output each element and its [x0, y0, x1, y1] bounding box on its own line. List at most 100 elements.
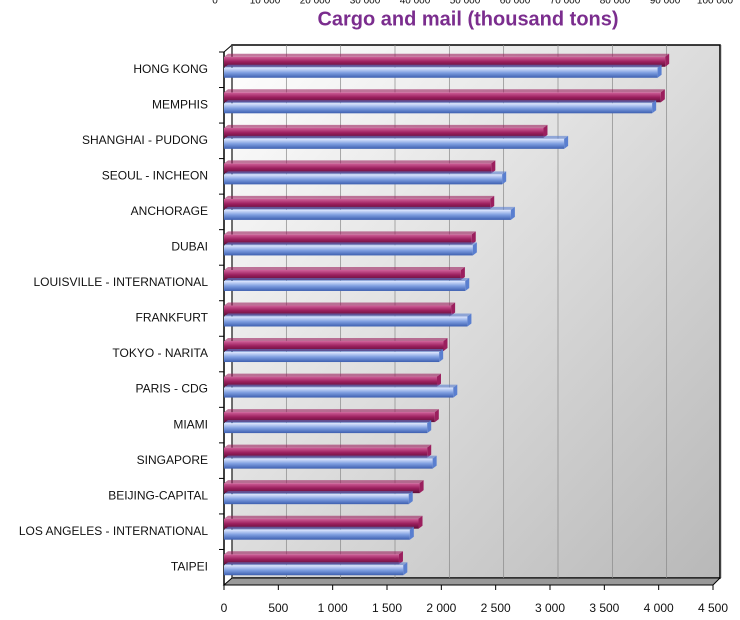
floor [222, 577, 722, 586]
bar-top [224, 420, 432, 424]
bar-end [460, 266, 465, 280]
bar-end [427, 444, 432, 458]
bar-top [224, 100, 657, 104]
bar-top [224, 455, 437, 459]
bar [224, 174, 503, 185]
bar [224, 341, 444, 352]
top-tick-label: 20 000 [300, 0, 331, 7]
bar-end [408, 491, 413, 505]
x-tick-label: 4 500 [698, 601, 728, 615]
bar-top [224, 491, 413, 495]
bar-end [436, 373, 441, 387]
bar [224, 423, 428, 434]
chart-title: Cargo and mail (thousand tons) [317, 8, 618, 30]
bar-end [467, 313, 472, 327]
bar-end [443, 338, 448, 352]
top-tick-label: 80 000 [600, 0, 631, 7]
bar [224, 209, 511, 220]
bar-top [224, 515, 423, 519]
bar-top [224, 53, 670, 57]
bar-end [510, 206, 515, 220]
bar-end [502, 171, 507, 185]
y-tick-label: MIAMI [173, 417, 208, 431]
top-tick-label: 90 000 [650, 0, 681, 7]
x-tick-label: 0 [221, 601, 228, 615]
bar [224, 103, 653, 114]
bar-end [660, 89, 665, 103]
y-tick-label: BEIJING-CAPITAL [108, 488, 208, 502]
y-tick-label: DUBAI [171, 240, 208, 254]
bar-end [665, 53, 670, 67]
y-tick-label: MEMPHIS [152, 97, 208, 111]
bar [224, 67, 658, 78]
bar-end [432, 455, 437, 469]
bar-end [409, 526, 414, 540]
bar-top [224, 277, 470, 281]
x-tick-label: 500 [268, 601, 288, 615]
bar [224, 483, 420, 494]
y-tick-label: SEOUL - INCHEON [102, 169, 208, 183]
bar-top [224, 302, 456, 306]
bar [224, 56, 666, 67]
bar-end [543, 124, 548, 138]
bar-top [224, 313, 472, 317]
bar-end [453, 384, 458, 398]
bar-top [224, 444, 432, 448]
top-tick-label: 100 000 [697, 0, 734, 7]
bar [224, 387, 454, 398]
x-tick-label: 3 000 [535, 601, 565, 615]
y-tick-label: TOKYO - NARITA [112, 346, 208, 360]
bar-top [224, 373, 441, 377]
bar-top [224, 384, 458, 388]
bar-end [657, 64, 662, 78]
bar [224, 494, 409, 505]
bar-end [434, 409, 439, 423]
bar-top [224, 480, 424, 484]
bar-top [224, 242, 477, 246]
bar [224, 412, 435, 423]
top-tick-label: 50 000 [450, 0, 481, 7]
bar-top [224, 349, 444, 353]
bar [224, 376, 437, 387]
x-tick-label: 3 500 [589, 601, 619, 615]
y-tick-label: LOUISVILLE - INTERNATIONAL [34, 275, 209, 289]
bar-end [403, 562, 408, 576]
bar-top [224, 171, 507, 175]
bar-end [451, 302, 456, 316]
y-tick-label: LOS ANGELES - INTERNATIONAL [19, 524, 208, 538]
bar-end [652, 100, 657, 114]
top-tick-label: 10 000 [250, 0, 281, 7]
bar [224, 92, 661, 103]
bar-end [564, 135, 569, 149]
bar [224, 138, 565, 149]
bar-end [465, 277, 470, 291]
bar [224, 305, 452, 316]
bar-top [224, 135, 569, 139]
bar-top [224, 195, 495, 199]
x-tick-label: 1 000 [318, 601, 348, 615]
y-tick-label: HONG KONG [133, 62, 208, 76]
bar-end [471, 231, 476, 245]
y-tick-label: ANCHORAGE [131, 204, 208, 218]
y-tick-label: SHANGHAI - PUDONG [82, 133, 208, 147]
bar [224, 529, 410, 540]
bar [224, 127, 544, 138]
bar [224, 518, 419, 529]
bar-top [224, 526, 414, 530]
bar-end [398, 551, 403, 565]
top-tick-label: 40 000 [400, 0, 431, 7]
bar-end [439, 349, 444, 363]
top-tick-label: 70 000 [550, 0, 581, 7]
bar-end [427, 420, 432, 434]
y-tick-label: SINGAPORE [137, 453, 208, 467]
bar-top [224, 551, 403, 555]
bar [224, 280, 466, 291]
bar-top [224, 562, 408, 566]
bar [224, 554, 399, 565]
bar-top [224, 160, 496, 164]
bar-end [472, 242, 477, 256]
bar [224, 245, 473, 256]
y-tick-label: TAIPEI [171, 559, 208, 573]
